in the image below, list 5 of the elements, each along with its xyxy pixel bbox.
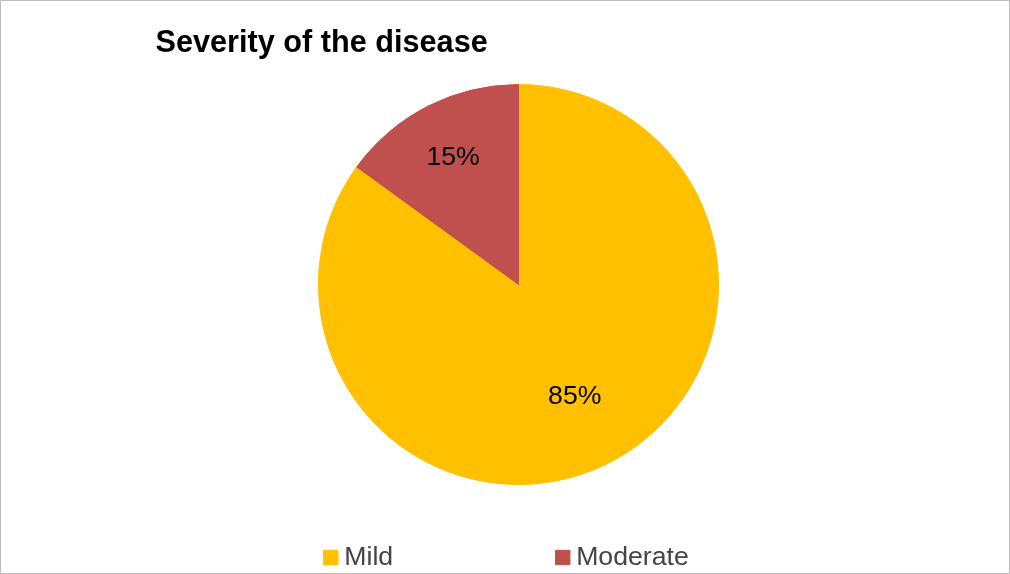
legend-label: Moderate (576, 541, 689, 572)
data-label: 85% (548, 379, 602, 410)
chart-title: Severity of the disease (155, 23, 488, 59)
legend-label: Mild (344, 541, 394, 572)
data-label: 15% (426, 141, 480, 172)
